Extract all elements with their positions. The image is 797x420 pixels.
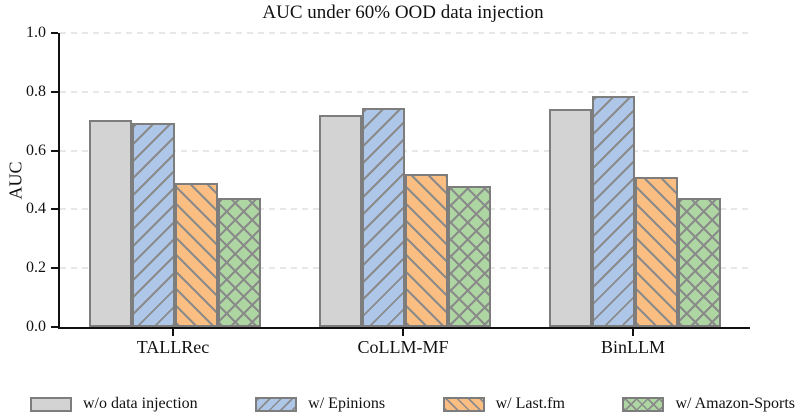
bar xyxy=(319,115,362,327)
legend-label: w/ Epinions xyxy=(308,395,386,412)
x-tick-mark xyxy=(172,329,174,336)
x-tick-mark xyxy=(402,329,404,336)
legend-item-lastfm: w/ Last.fm xyxy=(442,395,565,413)
y-tick-mark xyxy=(51,149,58,152)
legend: w/o data injection w/ Epinions w/ Last.f… xyxy=(30,392,795,416)
legend-item-epinions: w/ Epinions xyxy=(255,395,385,413)
x-tick-label: TALLRec xyxy=(136,337,210,357)
x-tick-label: CoLLM-MF xyxy=(357,337,449,357)
legend-swatch-wo-data-injection xyxy=(30,396,72,412)
bar xyxy=(591,96,635,327)
bar xyxy=(634,177,678,327)
gridline xyxy=(60,149,750,152)
x-axis: TALLRec CoLLM-MF BinLLM xyxy=(58,329,748,363)
legend-label: w/ Last.fm xyxy=(495,395,565,412)
legend-item-wo-data-injection: w/o data injection xyxy=(30,395,198,413)
y-tick-mark xyxy=(51,267,58,270)
y-tick-label: 0.8 xyxy=(26,82,46,100)
bar xyxy=(405,174,448,327)
y-tick-mark xyxy=(51,326,58,328)
bar-group-tallrec xyxy=(89,33,261,327)
y-axis: 0.0 0.2 0.4 0.6 0.8 1.0 xyxy=(0,24,58,335)
x-tick-label: BinLLM xyxy=(600,337,665,357)
x-tick-mark xyxy=(631,329,634,336)
y-tick-mark xyxy=(51,208,58,211)
bar xyxy=(89,119,132,327)
gridline xyxy=(60,32,750,34)
chart-title: AUC under 60% OOD data injection xyxy=(262,2,544,23)
bar-group-binllm xyxy=(548,33,721,327)
legend-label: w/ Amazon-Sports xyxy=(675,395,795,412)
y-tick-mark xyxy=(51,90,58,93)
y-tick-label: 1.0 xyxy=(26,24,46,41)
gridline xyxy=(60,90,750,93)
y-tick-mark xyxy=(51,32,58,34)
bar-group-collm-mf xyxy=(319,33,491,327)
bar xyxy=(548,109,592,327)
bar xyxy=(362,107,405,327)
y-tick-label: 0.0 xyxy=(26,318,46,335)
bar xyxy=(175,182,218,327)
legend-swatch-lastfm xyxy=(442,396,485,412)
y-tick-label: 0.4 xyxy=(26,200,46,218)
y-tick-label: 0.6 xyxy=(26,141,46,159)
legend-swatch-epinions xyxy=(255,396,298,412)
bar xyxy=(218,197,261,327)
legend-swatch-amazon-sports xyxy=(622,396,665,412)
bar xyxy=(448,185,491,327)
bar xyxy=(132,122,175,327)
legend-label: w/o data injection xyxy=(83,395,198,412)
legend-item-amazon-sports: w/ Amazon-Sports xyxy=(622,395,795,413)
bar xyxy=(677,197,721,327)
y-tick-label: 0.2 xyxy=(26,259,46,277)
plot-area xyxy=(58,32,750,329)
